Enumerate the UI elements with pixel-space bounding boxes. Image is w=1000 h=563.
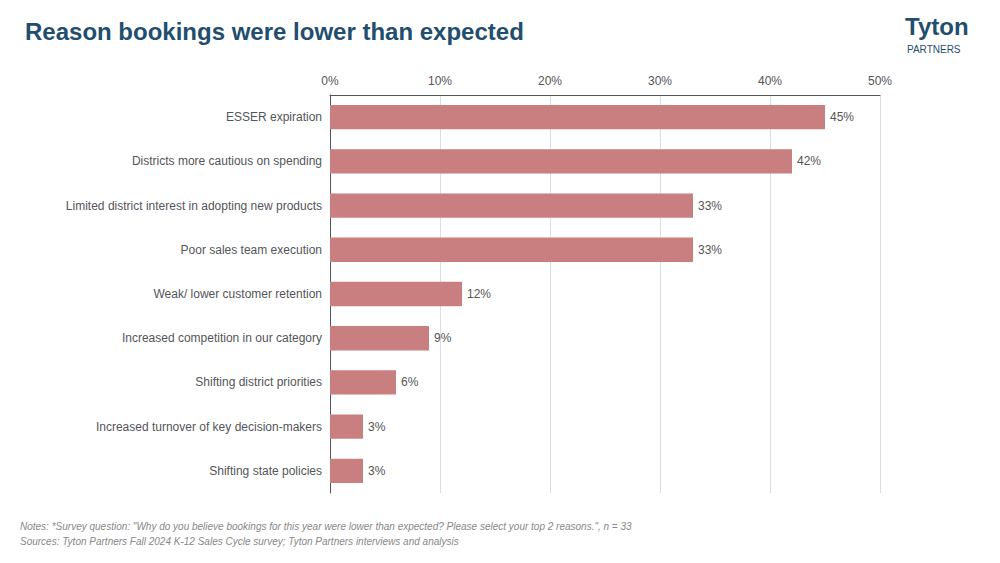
svg-text:20%: 20% xyxy=(538,74,562,88)
svg-text:42%: 42% xyxy=(797,154,821,168)
svg-text:12%: 12% xyxy=(467,287,491,301)
svg-text:Notes: *Survey question: "Why: Notes: *Survey question: "Why do you bel… xyxy=(20,521,632,532)
svg-text:Shifting district priorities: Shifting district priorities xyxy=(195,375,322,389)
svg-text:Reason bookings were lower tha: Reason bookings were lower than expected xyxy=(25,18,524,45)
svg-text:Weak/ lower customer retention: Weak/ lower customer retention xyxy=(153,287,322,301)
svg-text:6%: 6% xyxy=(401,375,419,389)
svg-text:3%: 3% xyxy=(368,464,386,478)
svg-text:Sources: Tyton Partners Fall 2: Sources: Tyton Partners Fall 2024 K-12 S… xyxy=(20,536,459,547)
svg-text:3%: 3% xyxy=(368,420,386,434)
svg-text:33%: 33% xyxy=(698,243,722,257)
svg-text:0%: 0% xyxy=(321,74,339,88)
svg-text:Poor sales team execution: Poor sales team execution xyxy=(181,243,322,257)
svg-text:50%: 50% xyxy=(868,74,892,88)
svg-text:10%: 10% xyxy=(428,74,452,88)
svg-text:Districts more cautious on spe: Districts more cautious on spending xyxy=(132,154,322,168)
svg-text:Limited district interest in a: Limited district interest in adopting ne… xyxy=(66,199,322,213)
svg-text:30%: 30% xyxy=(648,74,672,88)
svg-text:33%: 33% xyxy=(698,199,722,213)
svg-text:ESSER expiration: ESSER expiration xyxy=(226,110,322,124)
svg-text:Tyton: Tyton xyxy=(905,13,969,40)
svg-text:Shifting state policies: Shifting state policies xyxy=(209,464,322,478)
svg-text:40%: 40% xyxy=(758,74,782,88)
svg-text:PARTNERS: PARTNERS xyxy=(907,44,961,55)
svg-text:Increased turnover of key deci: Increased turnover of key decision-maker… xyxy=(96,420,322,434)
svg-text:45%: 45% xyxy=(830,110,854,124)
svg-text:9%: 9% xyxy=(434,331,452,345)
svg-text:Increased competition in our c: Increased competition in our category xyxy=(122,331,322,345)
